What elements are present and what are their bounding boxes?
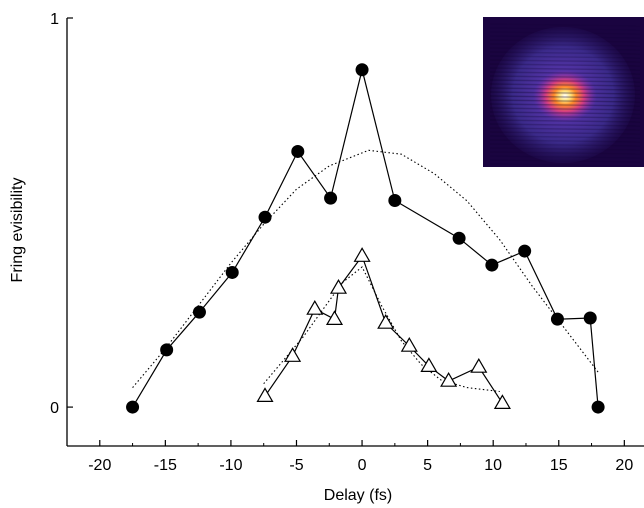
data-point (353, 247, 371, 262)
fringe-pattern-inset (483, 17, 644, 167)
x-tick-label: 10 (484, 457, 502, 474)
data-point (591, 400, 605, 414)
data-point (291, 144, 305, 158)
fringe-line (489, 143, 641, 147)
series-2 (256, 247, 511, 409)
fringe-line (489, 47, 641, 51)
data-point (160, 343, 174, 357)
data-point (377, 313, 395, 329)
data-point (583, 311, 597, 325)
fringe-line (489, 59, 641, 63)
fringe-line (489, 103, 641, 107)
fringe-line (489, 79, 641, 83)
fringe-line (489, 163, 641, 167)
x-tick-label: 15 (550, 457, 568, 474)
data-point (256, 387, 274, 402)
fringe-line (489, 27, 641, 31)
data-point (126, 400, 140, 414)
fringe-line (489, 55, 641, 59)
data-point (258, 210, 272, 224)
x-tick-label: -20 (88, 457, 111, 474)
data-point (355, 63, 369, 77)
data-point (306, 299, 324, 315)
x-tick-label: 0 (358, 457, 367, 474)
fringe-line (489, 35, 641, 39)
fringe-line (489, 131, 641, 135)
data-point (493, 394, 511, 409)
fringe-line (489, 155, 641, 159)
fringe-line (489, 43, 641, 47)
data-point (518, 244, 532, 258)
y-axis-title: Fring evisibility (9, 178, 26, 283)
data-point (400, 336, 418, 352)
x-axis-ticks: -20 -15 -10 -5 0 5 10 15 20 (66, 440, 633, 474)
fit-curve-1 (132, 149, 599, 388)
fringe-line (489, 67, 641, 71)
fringe-line (489, 63, 641, 67)
fringe-line (489, 127, 641, 131)
x-axis-title: Delay (fs) (324, 487, 392, 504)
data-point (420, 357, 438, 372)
data-point (225, 265, 239, 279)
data-point (470, 357, 488, 373)
series-line (264, 254, 503, 404)
fringe-line (489, 83, 641, 87)
x-tick-label: -10 (219, 457, 242, 474)
y-tick-label: 1 (50, 11, 59, 28)
data-point (440, 371, 458, 387)
fringe-line (489, 91, 641, 95)
fringe-line (489, 139, 641, 143)
fringe-line (489, 115, 641, 119)
fringe-line (489, 23, 641, 27)
data-point (452, 231, 466, 245)
data-point (329, 278, 348, 294)
fringe-line (489, 135, 641, 139)
plot-frame (66, 18, 644, 447)
fringe-line (489, 87, 641, 91)
data-point (550, 312, 564, 326)
fringe-line (489, 39, 641, 43)
fit-curve-2 (263, 266, 500, 393)
x-tick-label: 5 (423, 457, 432, 474)
inset-fringe-lines (489, 23, 641, 167)
fringe-line (489, 51, 641, 55)
fringe-line (489, 159, 641, 163)
fringe-line (489, 99, 641, 103)
y-tick-label: 0 (50, 400, 59, 417)
fringe-line (489, 95, 641, 99)
fringe-line (489, 71, 641, 75)
fringe-line (489, 75, 641, 79)
fit-curves (132, 149, 599, 393)
data-point (325, 310, 344, 325)
data-point (324, 191, 338, 205)
y-axis-ticks: 01 (50, 11, 73, 417)
fringe-line (489, 119, 641, 123)
fringe-line (489, 107, 641, 111)
data-point (388, 193, 402, 207)
data-point (284, 347, 302, 362)
x-tick-label: 20 (615, 457, 633, 474)
data-point (485, 258, 499, 272)
x-tick-label: -5 (289, 457, 303, 474)
inset-bright-spot (533, 70, 597, 122)
fringe-line (489, 31, 641, 35)
x-tick-label: -15 (154, 457, 177, 474)
fringe-line (489, 123, 641, 127)
data-series (126, 63, 605, 414)
fringe-line (489, 111, 641, 115)
fringe-line (489, 151, 641, 155)
fringe-line (489, 147, 641, 151)
series-1 (126, 63, 605, 414)
data-point (192, 305, 206, 319)
